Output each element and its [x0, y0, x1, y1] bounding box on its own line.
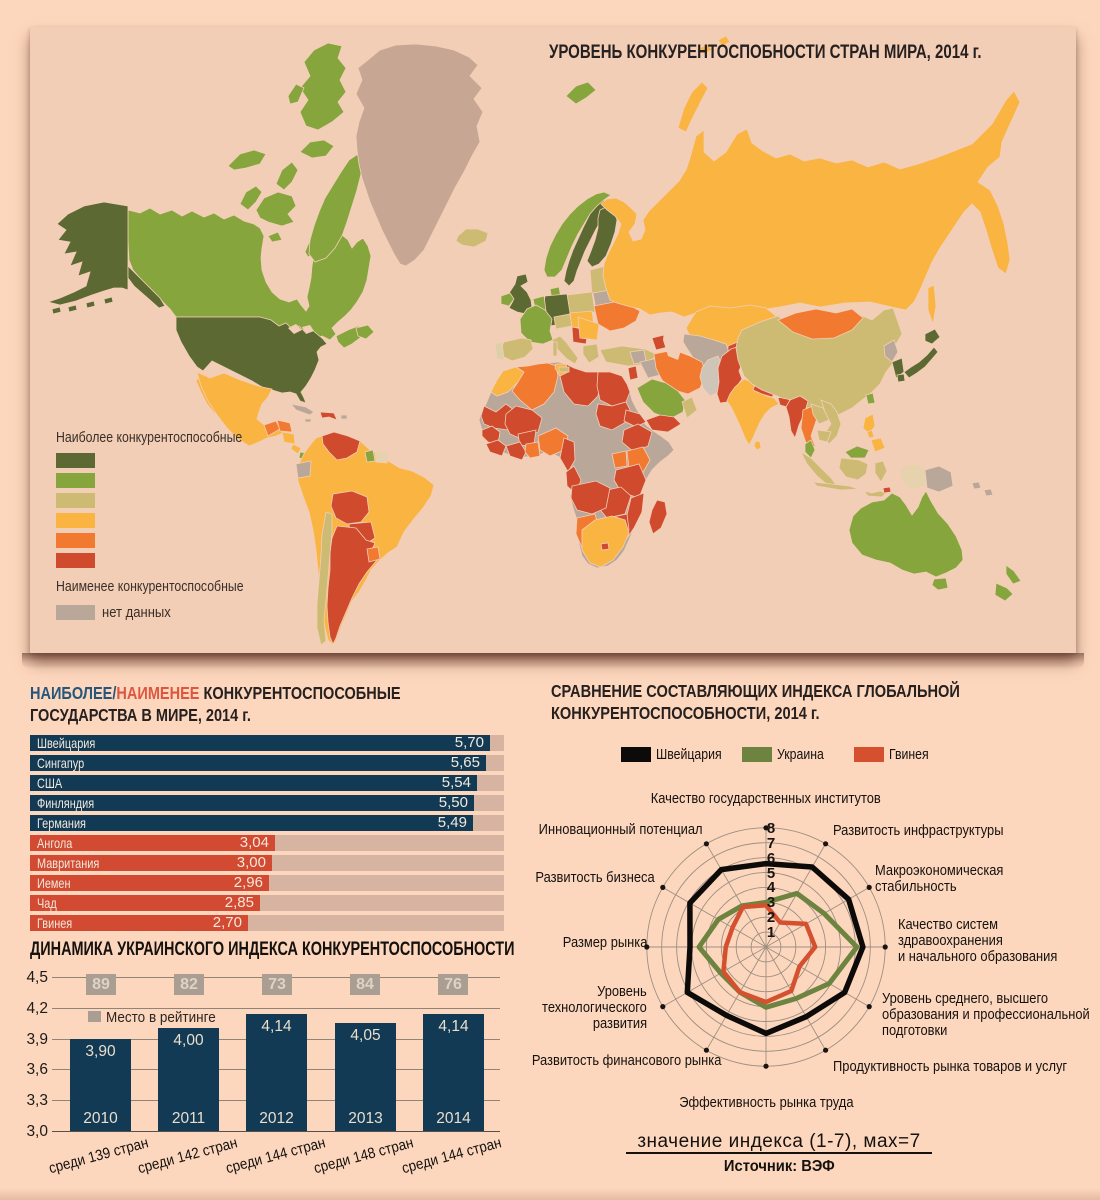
- svg-text:3: 3: [767, 894, 775, 911]
- svg-text:1: 1: [767, 924, 775, 941]
- svg-text:2: 2: [767, 909, 775, 926]
- svg-text:4: 4: [767, 879, 776, 896]
- svg-text:6: 6: [767, 850, 775, 867]
- svg-text:7: 7: [767, 835, 775, 852]
- svg-text:8: 8: [767, 820, 775, 837]
- svg-text:5: 5: [767, 865, 775, 882]
